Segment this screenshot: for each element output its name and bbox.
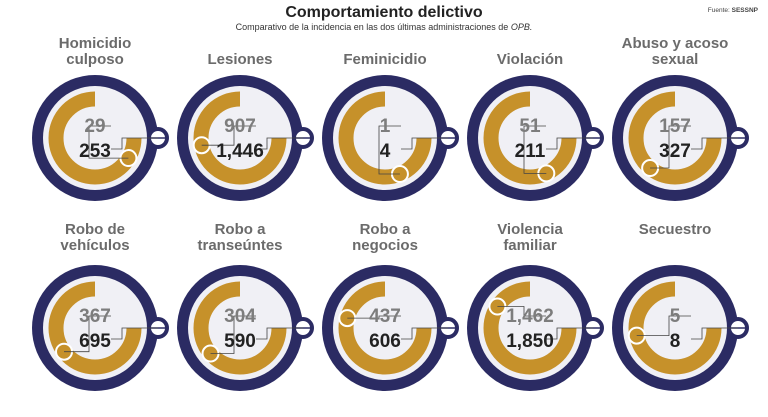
series-bar-current	[483, 281, 577, 375]
category-label-line: transeúntes	[197, 237, 283, 254]
value-label-current: 590	[224, 331, 256, 352]
leader-line-current	[691, 327, 738, 340]
category-label: Robo de vehículos	[25, 222, 165, 254]
leader-line-previous	[378, 125, 401, 175]
category-label-line: Robo de	[65, 221, 125, 238]
radial-chart: 907 1,446	[177, 75, 314, 201]
leader-line-previous	[636, 315, 691, 336]
radial-chart: 14	[322, 75, 459, 201]
category-label-line: Abuso y acoso	[621, 35, 729, 52]
value-label-previous: 5	[670, 306, 681, 327]
value-label-previous: 29	[84, 116, 105, 137]
value-label-current: 253	[79, 141, 111, 162]
category-label-line: Robo a	[359, 221, 411, 238]
value-label-current: 8	[670, 331, 681, 352]
value-label-current: 606	[369, 331, 401, 352]
subtitle-text: Comparativo de la incidencia en las dos …	[235, 22, 511, 32]
category-label-line: Lesiones	[207, 51, 273, 68]
series-bar-current	[338, 281, 432, 375]
category-label: Homicidio culposo	[25, 36, 165, 68]
source-note: Fuente: SESSNP	[708, 7, 758, 14]
value-label-current: 327	[659, 141, 691, 162]
leader-line-current	[401, 327, 448, 340]
value-label-current: 211	[515, 141, 546, 162]
category-label: Secuestro	[605, 222, 745, 238]
value-label-previous: 304	[224, 306, 256, 327]
category-label-line: familiar	[503, 237, 557, 254]
category-label-line: negocios	[352, 237, 418, 254]
value-label-previous: 367	[79, 306, 111, 327]
category-label-line: Secuestro	[638, 221, 712, 238]
leader-line-current	[546, 137, 593, 150]
value-label-current: 4	[380, 141, 391, 162]
value-label-previous: 907	[224, 116, 256, 137]
leader-line-previous	[523, 125, 547, 174]
leader-line-current	[546, 327, 593, 340]
leader-line-current	[401, 137, 448, 150]
source-value: SESSNP	[731, 7, 758, 14]
category-label-line: Violencia	[497, 221, 563, 238]
value-label-previous: 157	[659, 116, 691, 137]
series-bar-current	[193, 91, 287, 185]
category-label: Violencia familiar	[460, 222, 600, 254]
value-label-current: 1,850	[506, 331, 554, 352]
series-bar-current	[338, 91, 432, 185]
value-label-previous: 437	[369, 306, 401, 327]
series-bar-current	[628, 281, 722, 375]
leader-line-previous	[88, 125, 129, 159]
leader-line-previous	[64, 315, 111, 353]
leader-line-current	[256, 327, 303, 340]
category-label: Feminicidio	[315, 52, 455, 68]
category-label-line: culposo	[66, 51, 124, 68]
value-label-current: 695	[79, 331, 111, 352]
category-label: Robo a transeúntes	[170, 222, 310, 254]
chart-title: Comportamiento delictivo	[285, 4, 483, 21]
value-label-previous: 51	[519, 116, 541, 137]
leader-line-previous	[650, 125, 691, 169]
leader-line-previous	[210, 315, 256, 354]
source-label: Fuente:	[707, 7, 732, 14]
category-label: Lesiones	[170, 52, 310, 68]
value-label-previous: 1,462	[506, 306, 554, 327]
value-label-current: 1,446	[216, 141, 264, 162]
category-label: Robo a negocios	[315, 222, 455, 254]
leader-line-current	[111, 137, 158, 150]
category-label-line: Feminicidio	[343, 51, 427, 68]
radial-chart: 58	[612, 265, 749, 391]
category-label-line: Violación	[496, 51, 564, 68]
leader-line-previous	[347, 315, 401, 319]
leader-line-current	[691, 137, 738, 150]
leader-line-previous	[201, 125, 256, 146]
subtitle-emphasis: OPB.	[510, 22, 533, 32]
leader-line-current	[256, 137, 303, 150]
category-label-line: Robo a	[214, 221, 266, 238]
category-label-line: vehículos	[60, 237, 130, 254]
series-bar-current	[483, 91, 577, 185]
leader-line-current	[111, 327, 158, 340]
chart-subtitle: Comparativo de la incidencia en las dos …	[0, 22, 768, 32]
category-label-line: sexual	[651, 51, 699, 68]
category-label: Violación	[460, 52, 600, 68]
leader-line-previous	[497, 306, 546, 317]
value-label-previous: 1	[380, 116, 391, 137]
category-label-line: Homicidio	[58, 35, 132, 52]
category-label: Abuso y acoso sexual	[605, 36, 745, 68]
radial-chart: 1,462 1,850	[467, 265, 604, 391]
